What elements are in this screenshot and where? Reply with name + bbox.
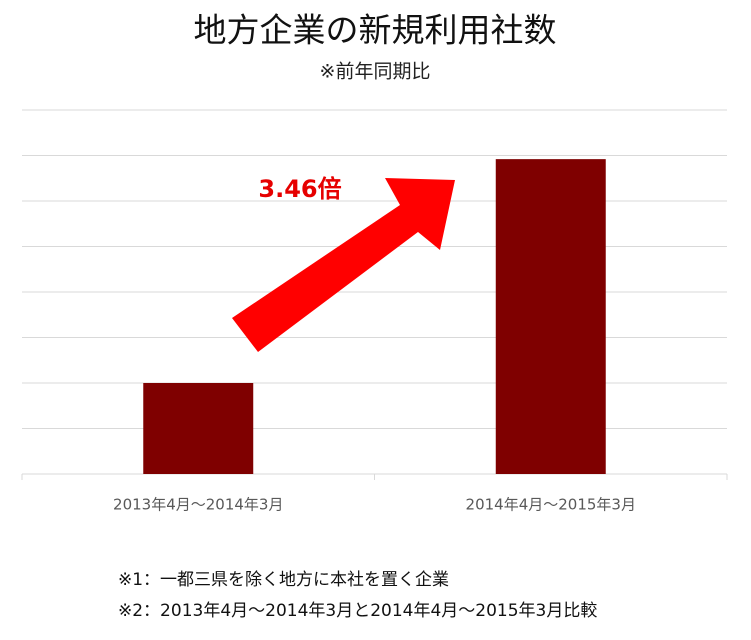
bar (143, 383, 254, 474)
chart-title: 地方企業の新規利用社数 (194, 11, 557, 50)
arrow (232, 178, 455, 352)
bar (495, 159, 606, 474)
note: ※1：一都三県を除く地方に本社を置く企業 (118, 570, 449, 590)
chart-subtitle: ※前年同期比 (320, 61, 431, 83)
note: ※2：2013年4月～2014年3月と2014年4月～2015年3月比較 (118, 601, 597, 621)
annotation: 3.46倍 (258, 175, 341, 203)
plot: 2013年4月～2014年3月 2014年4月～2015年3月 (21, 109, 728, 514)
x-tick-label: 2014年4月～2015年3月 (466, 496, 636, 514)
x-tick-label: 2013年4月～2014年3月 (113, 496, 283, 514)
